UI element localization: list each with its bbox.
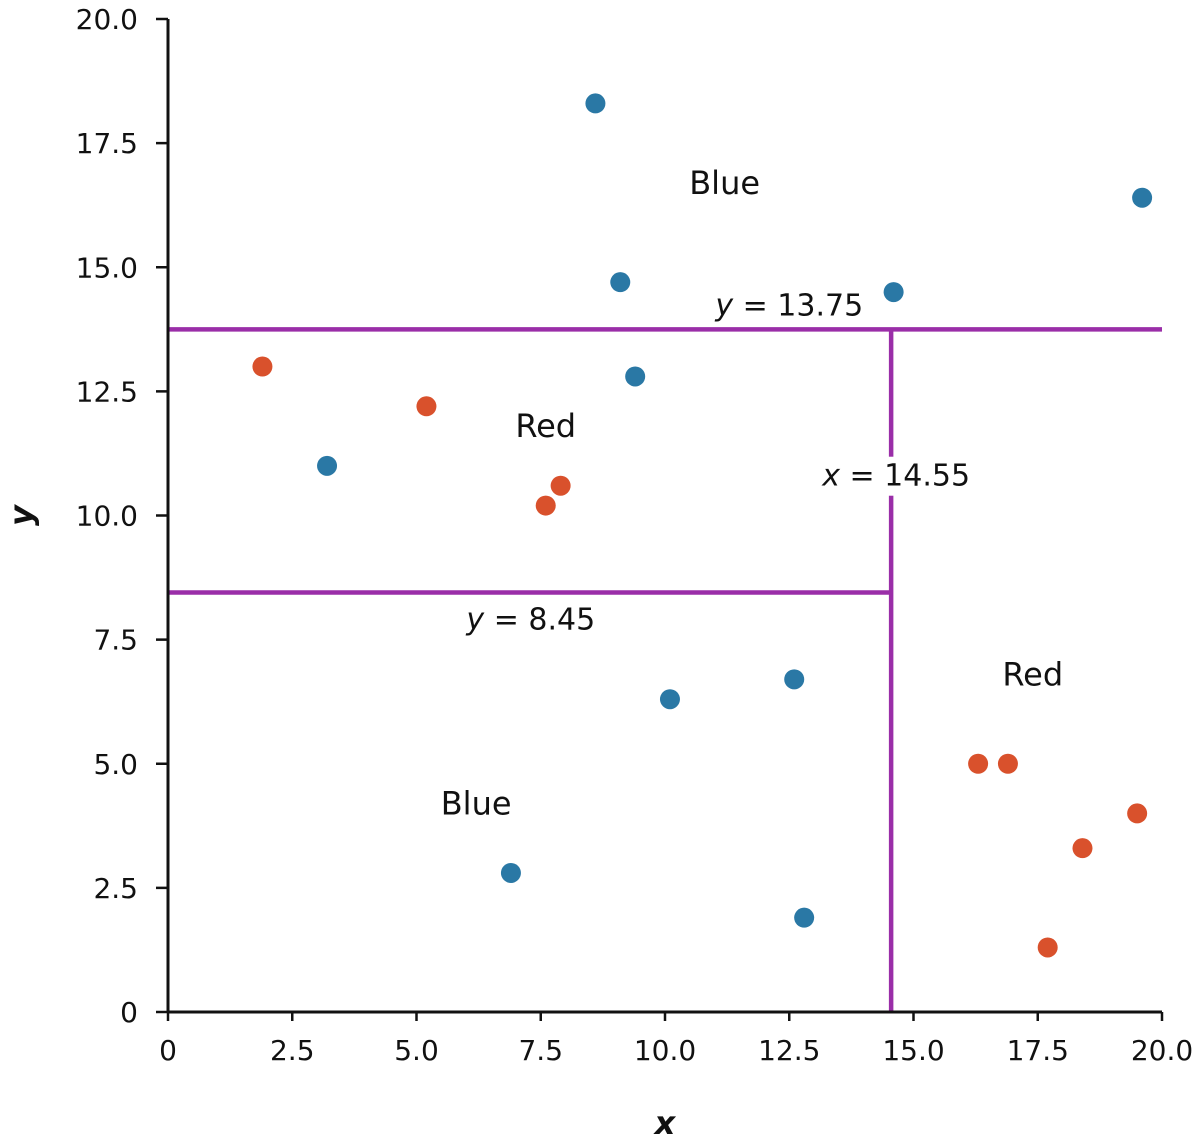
labels: 0 2.5 5.0 7.5 10.0 12.5 15.0 17.5 20.0 0 2.5 5.0 7.5… bbox=[76, 3, 1194, 1067]
y-tick-label: 12.5 bbox=[76, 375, 138, 408]
x-tick-label: 0 bbox=[159, 1034, 177, 1067]
blue-point bbox=[625, 366, 646, 387]
axes bbox=[166, 19, 1162, 1014]
split-variable: y bbox=[714, 288, 734, 323]
x-tick-label: 10.0 bbox=[634, 1034, 696, 1067]
region-label: Red bbox=[515, 407, 576, 445]
split-variable: x bbox=[821, 459, 840, 494]
x-tick-label: 7.5 bbox=[518, 1034, 563, 1067]
red-point bbox=[968, 753, 989, 774]
region-label: Red bbox=[1002, 655, 1063, 693]
x-tick-label: 12.5 bbox=[758, 1034, 820, 1067]
y-tick-label: 0 bbox=[120, 996, 138, 1029]
red-point bbox=[252, 356, 273, 377]
y-tick-label: 7.5 bbox=[93, 624, 138, 657]
y-tick-label: 17.5 bbox=[76, 127, 138, 160]
split-label: y = 13.75 bbox=[714, 288, 863, 323]
split-value: = 14.55 bbox=[840, 459, 970, 494]
tick-marks bbox=[156, 17, 1164, 1021]
y-tick-label: 5.0 bbox=[93, 748, 138, 781]
split-label-group: x = 14.55 bbox=[815, 456, 977, 496]
split-label-background bbox=[815, 456, 977, 496]
y-tick-label: 2.5 bbox=[93, 872, 138, 905]
y-axis-title: y bbox=[2, 504, 40, 526]
blue-point bbox=[794, 907, 815, 928]
split-variable: y bbox=[465, 602, 485, 637]
region-label: Blue bbox=[689, 164, 760, 202]
red-point bbox=[1072, 838, 1093, 859]
x-axis-title: x bbox=[653, 1104, 677, 1142]
split-label-group: y = 13.75 bbox=[714, 288, 863, 323]
x-tick-label: 5.0 bbox=[394, 1034, 439, 1067]
blue-point bbox=[610, 272, 631, 293]
red-point bbox=[1037, 937, 1058, 958]
x-tick-label: 17.5 bbox=[1007, 1034, 1069, 1067]
red-point bbox=[997, 753, 1018, 774]
red-point bbox=[550, 475, 571, 496]
split-label-group: y = 8.45 bbox=[465, 602, 595, 637]
region-label: Blue bbox=[441, 784, 512, 822]
red-point bbox=[535, 495, 556, 516]
y-tick-label: 15.0 bbox=[76, 251, 138, 284]
blue-point bbox=[784, 669, 805, 690]
split-label: x = 14.55 bbox=[821, 459, 970, 494]
split-lines bbox=[168, 327, 1162, 1012]
y-tick-label: 10.0 bbox=[76, 500, 138, 533]
y-tick-label: 20.0 bbox=[76, 3, 138, 36]
x-tick-label: 15.0 bbox=[882, 1034, 944, 1067]
split-label: y = 8.45 bbox=[465, 602, 595, 637]
blue-point bbox=[659, 689, 680, 710]
blue-point bbox=[1132, 187, 1153, 208]
split-value: = 8.45 bbox=[484, 602, 595, 637]
red-point bbox=[416, 396, 437, 417]
blue-point bbox=[585, 93, 606, 114]
data-points bbox=[252, 93, 1153, 958]
red-point bbox=[1127, 803, 1148, 824]
x-tick-label: 20.0 bbox=[1131, 1034, 1193, 1067]
split-value: = 13.75 bbox=[733, 288, 863, 323]
blue-point bbox=[317, 455, 338, 476]
blue-point bbox=[883, 282, 904, 303]
x-tick-label: 2.5 bbox=[270, 1034, 315, 1067]
blue-point bbox=[500, 862, 521, 883]
